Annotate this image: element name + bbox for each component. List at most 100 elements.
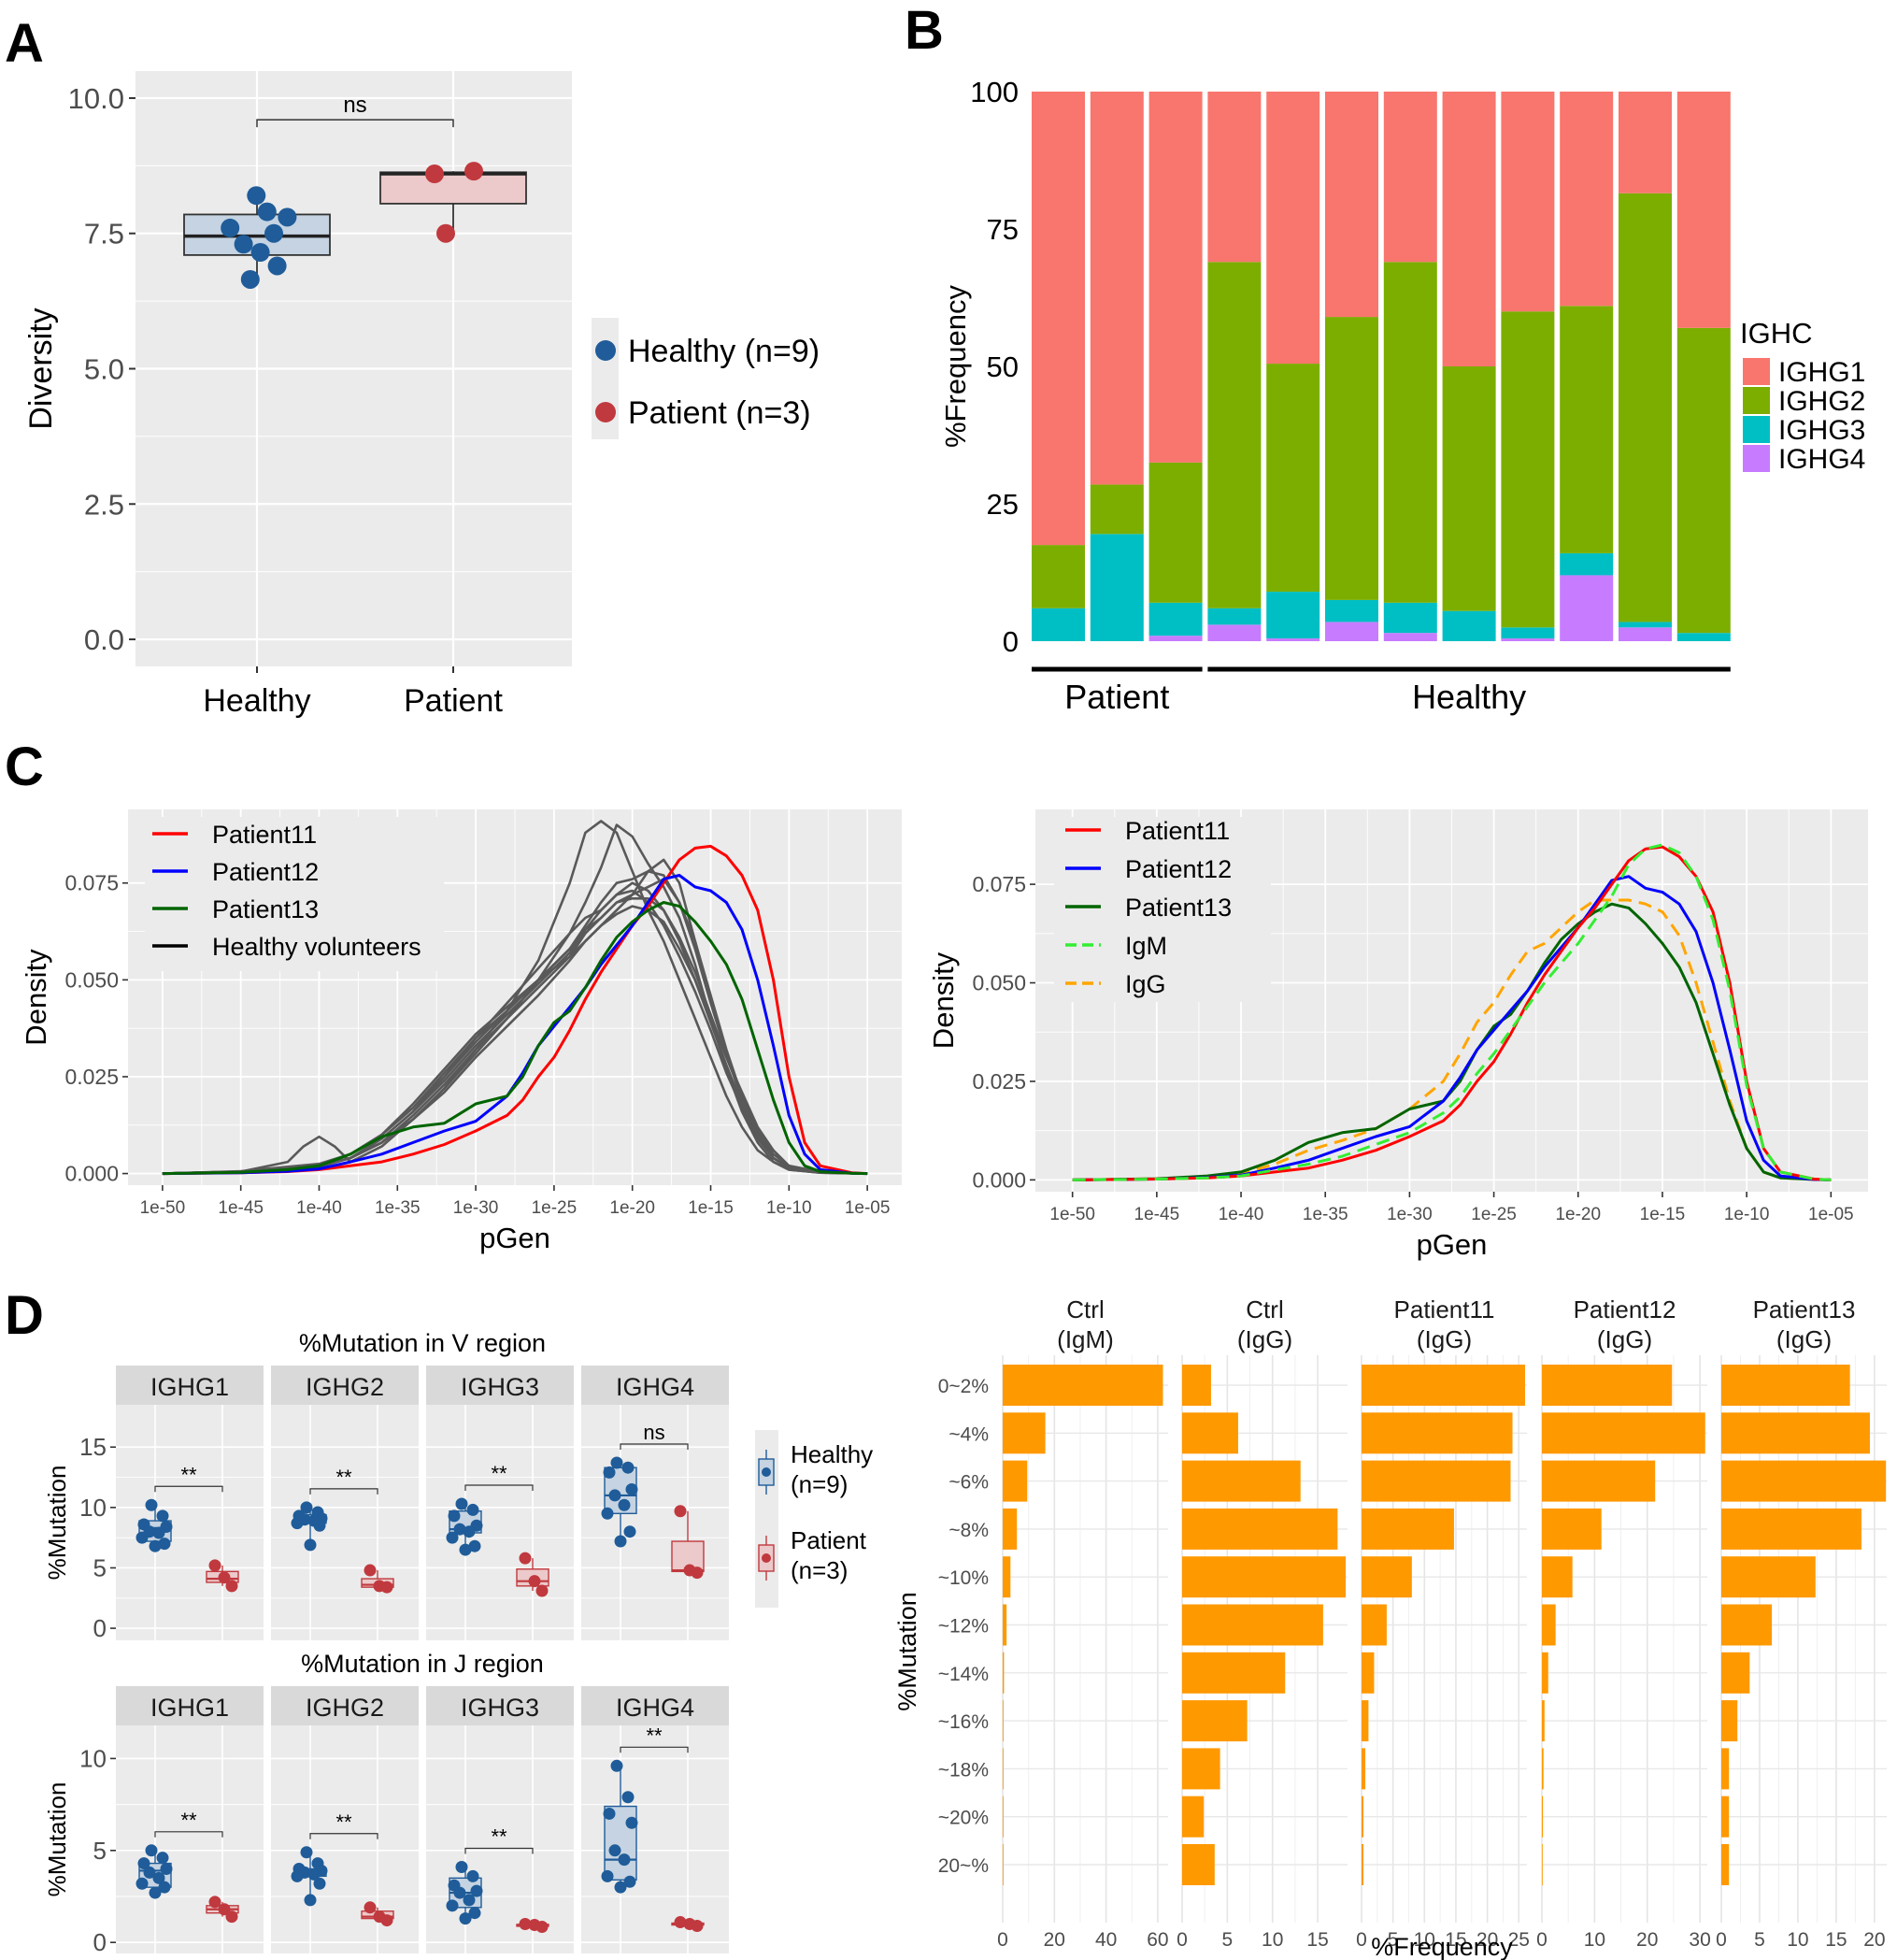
y-tick-label: 15 — [79, 1433, 107, 1461]
bar-segment-ighg3 — [1442, 610, 1496, 641]
bar-segment-ighg1 — [1266, 92, 1320, 365]
data-point-healthy — [625, 1816, 638, 1829]
x-tick-label: 10 — [1584, 1929, 1605, 1951]
significance-bracket — [620, 1443, 689, 1451]
significance-label: ** — [180, 1463, 197, 1486]
bar-segment-ighg2 — [1032, 545, 1085, 608]
legend-label: IGHG1 — [1778, 357, 1865, 388]
bar-segment-ighg3 — [1676, 633, 1731, 641]
data-point-healthy — [455, 1861, 468, 1874]
data-point-healthy — [145, 1844, 158, 1857]
x-tick-label: 1e-15 — [688, 1198, 734, 1218]
y-tick-label: 0.025 — [64, 1065, 119, 1089]
histogram-bar — [1542, 1604, 1556, 1646]
x-axis-title: pGen — [479, 1222, 550, 1254]
significance-bracket — [464, 1484, 534, 1491]
y-tick-label: 0 — [1003, 625, 1019, 658]
legend-title: IGHC — [1740, 317, 1813, 350]
histogram-bar — [1182, 1748, 1220, 1790]
bar-segment-ighg2 — [1148, 462, 1203, 603]
bar-segment-ighg2 — [1207, 262, 1262, 608]
density-line-igm — [1072, 843, 1832, 1181]
y-tick-label: ~20% — [938, 1808, 989, 1829]
data-point-healthy — [313, 1877, 326, 1890]
data-point-healthy — [234, 235, 253, 254]
facet-strip — [426, 1686, 574, 1725]
bar-segment-ighg4 — [1325, 622, 1378, 641]
data-point-patient — [519, 1918, 532, 1931]
row-title: %Mutation in J region — [301, 1650, 544, 1678]
data-point-healthy — [601, 1507, 614, 1520]
legend-key-ighg4 — [1743, 445, 1770, 472]
x-tick-label: 1e-50 — [1049, 1205, 1095, 1224]
y-axis-title: Density — [927, 951, 960, 1049]
data-point-patient — [380, 1581, 393, 1594]
histogram-bar — [1542, 1460, 1656, 1502]
facet-title: (IgG) — [1237, 1325, 1292, 1353]
data-point-healthy — [621, 1461, 635, 1474]
y-axis-title: Density — [20, 949, 52, 1046]
histogram-bar — [1182, 1508, 1338, 1550]
data-point-patient — [691, 1919, 704, 1932]
histogram-bar — [1003, 1795, 1004, 1838]
data-point-healthy — [446, 1531, 459, 1544]
density-line-healthy-volunteers-9 — [162, 878, 868, 1175]
data-point-healthy — [614, 1881, 627, 1894]
bar-segment-ighg1 — [1383, 92, 1437, 263]
histogram-bar — [1182, 1365, 1211, 1406]
data-point-patient — [380, 1914, 393, 1927]
data-point-healthy — [466, 1503, 479, 1516]
x-tick-label: 1e-25 — [532, 1198, 578, 1218]
x-tick-label: 5 — [1388, 1929, 1399, 1951]
panel-c-right-density: 1e-50 1e-45 1e-40 1e-35 1e-30 1e-25 1e-20 1e-15… — [927, 809, 1868, 1261]
group-label: Healthy — [1412, 678, 1526, 716]
x-tick-label: 30 — [1689, 1929, 1710, 1951]
y-tick-label: 0.0 — [84, 623, 124, 656]
data-point-healthy — [304, 1538, 317, 1552]
data-point-patient — [535, 1584, 549, 1597]
bar-segment-ighg3 — [1560, 552, 1614, 576]
x-tick-label: 1e-30 — [453, 1198, 499, 1218]
facet-strip — [271, 1366, 419, 1405]
significance-bracket — [154, 1831, 223, 1838]
data-point-healthy — [453, 1886, 466, 1899]
bar-segment-ighg3 — [1501, 627, 1555, 639]
histogram-bar — [1182, 1795, 1205, 1838]
y-tick-label: ~6% — [948, 1472, 989, 1494]
histogram-bar — [1362, 1748, 1366, 1790]
facet-strip — [116, 1686, 264, 1725]
facet-background — [116, 1725, 264, 1953]
significance-label: ns — [643, 1421, 664, 1444]
x-tick-label: 1e-05 — [845, 1198, 891, 1218]
histogram-bar — [1003, 1748, 1004, 1790]
panel-d-mutation-histograms: %Mutation 0~2% ~4% ~6% ~8% ~10% ~12% ~14% ~16% ~1… — [893, 1295, 1887, 1960]
histogram-bar — [1542, 1412, 1705, 1454]
significance-label: ** — [335, 1466, 352, 1489]
data-point-patient — [364, 1564, 377, 1577]
legend-label: IgM — [1125, 932, 1167, 960]
y-axis-title: %Mutation — [43, 1466, 71, 1581]
data-point-healthy — [152, 1526, 165, 1539]
y-tick-label: ~14% — [938, 1664, 989, 1685]
panel-label-d: D — [5, 1285, 44, 1346]
x-tick-label: Patient — [404, 683, 503, 719]
legend-label: Patient (n=3) — [628, 395, 811, 431]
data-point-patient — [425, 165, 444, 184]
significance-label: ** — [646, 1724, 663, 1747]
legend-key-patient — [595, 402, 616, 422]
significance-bracket — [620, 1746, 689, 1753]
x-tick-label: 1e-15 — [1640, 1205, 1686, 1224]
facet-strip-label: IGHG2 — [306, 1373, 384, 1401]
y-tick-label: 100 — [970, 76, 1019, 108]
histogram-bar — [1721, 1604, 1773, 1646]
histogram-bar — [1721, 1795, 1730, 1838]
data-point-patient — [535, 1920, 549, 1933]
x-tick-label: 1e-50 — [140, 1198, 186, 1218]
x-tick-label: 1e-45 — [1134, 1205, 1180, 1224]
data-point-patient — [225, 1580, 238, 1593]
facet-title: (IgG) — [1597, 1325, 1652, 1353]
density-line-patient13 — [1072, 902, 1832, 1181]
bar-segment-ighg2 — [1676, 327, 1731, 634]
x-tick-label: 0 — [1356, 1929, 1367, 1951]
